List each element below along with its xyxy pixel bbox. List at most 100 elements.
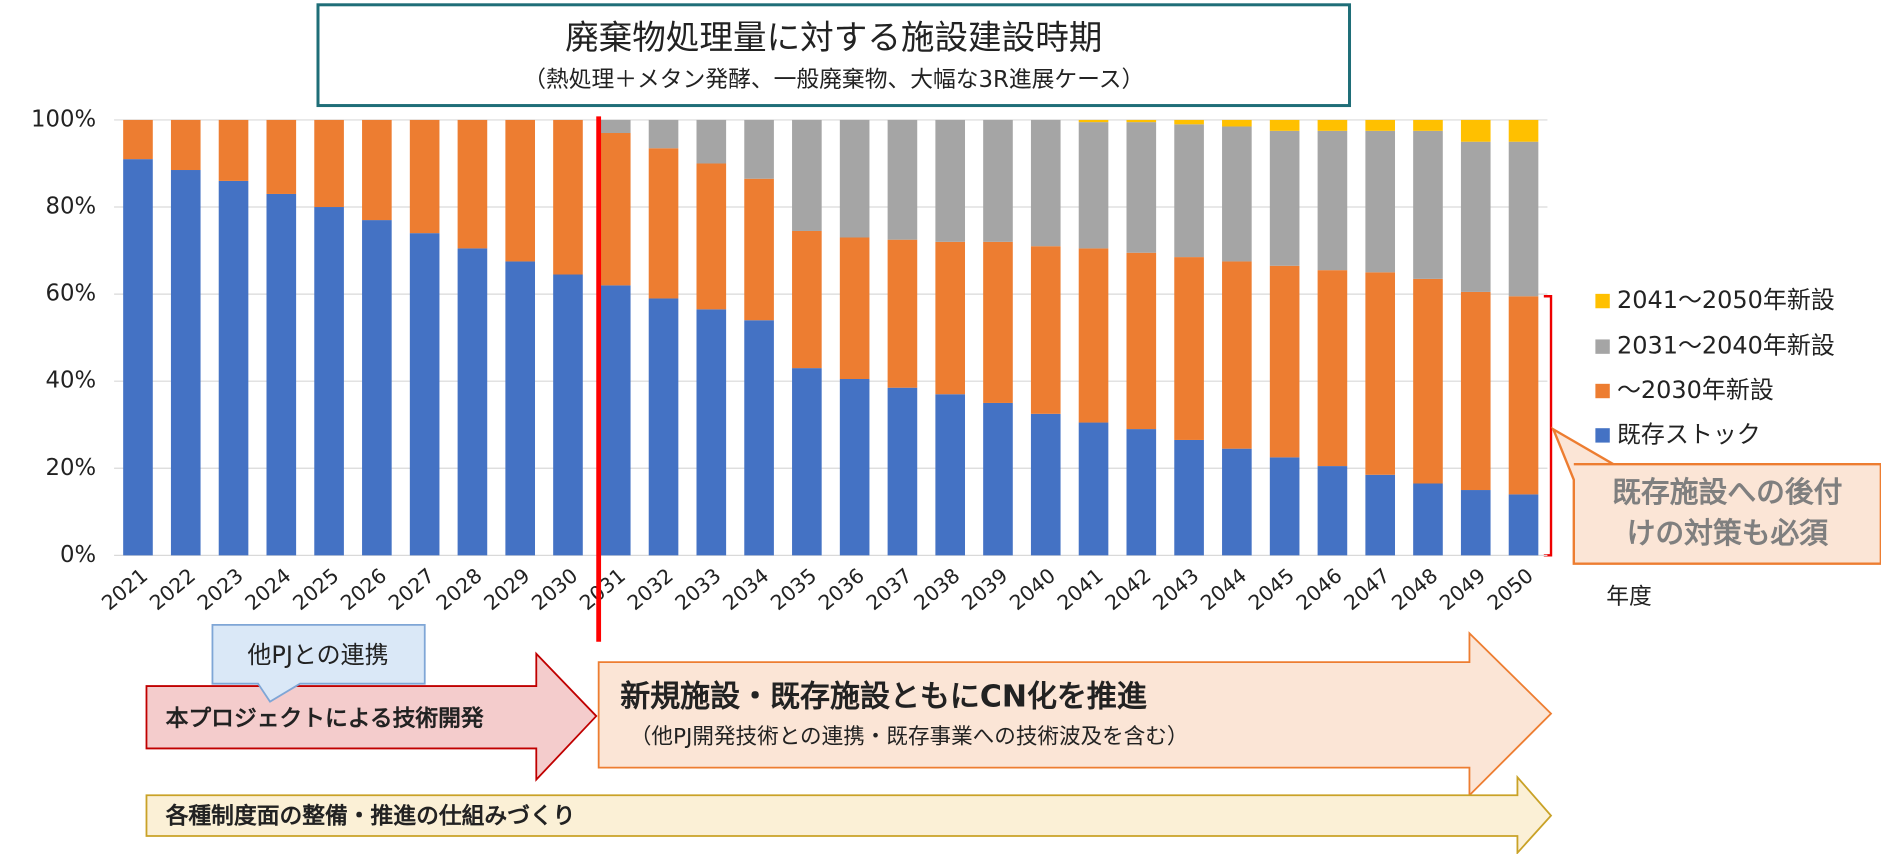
bar-segment <box>1078 248 1109 423</box>
x-tick-label: 2027 <box>384 563 439 615</box>
legend-swatch <box>1595 339 1610 354</box>
bar-segment <box>553 119 583 275</box>
bar-segment <box>744 320 774 556</box>
bar-segment <box>744 178 774 321</box>
bar-segment <box>1460 490 1491 556</box>
legend-label: 2041～2050年新設 <box>1617 286 1835 314</box>
bar-segment <box>696 163 727 310</box>
bar-segment <box>218 180 249 556</box>
bar-segment <box>600 285 631 556</box>
x-tick-label: 2024 <box>240 563 295 615</box>
arrow-text: 本プロジェクトによる技術開発 <box>166 705 484 732</box>
bar-segment <box>1222 261 1252 449</box>
bar-segment <box>1078 119 1109 123</box>
bar-segment <box>1365 119 1396 131</box>
bar-segment <box>457 119 488 249</box>
bar-segment <box>1126 252 1157 430</box>
bar-segment <box>1413 483 1443 556</box>
bar-segment <box>1269 457 1300 556</box>
legend-label: 2031～2040年新設 <box>1617 332 1835 360</box>
bar-segment <box>887 119 918 240</box>
bar-segment <box>266 119 297 194</box>
bar-segment <box>1078 422 1109 556</box>
bar-segment <box>1460 291 1491 491</box>
x-tick-label: 2036 <box>814 563 869 615</box>
y-tick-label: 60% <box>45 281 96 307</box>
x-tick-label: 2040 <box>1005 563 1060 615</box>
x-tick-label: 2042 <box>1100 563 1155 615</box>
bar-segment <box>1365 474 1396 556</box>
bar-segment <box>1413 119 1443 131</box>
bar-segment <box>983 119 1013 242</box>
legend-swatch <box>1595 293 1610 309</box>
arrow-subtext: （他PJ開発技術との連携・既存事業への技術波及を含む） <box>630 725 1189 750</box>
x-tick-label: 2028 <box>432 563 487 615</box>
bar-segment <box>935 241 966 395</box>
x-tick-label: 2049 <box>1435 563 1490 615</box>
bar-segment <box>935 394 966 556</box>
bar-segment <box>648 148 679 299</box>
chart-title: 廃棄物処理量に対する施設建設時期 <box>565 18 1102 57</box>
arrow-text: 新規施設・既存施設ともにCN化を推進 <box>620 680 1147 715</box>
bar-segment <box>218 119 249 181</box>
bar-segment <box>839 119 870 238</box>
y-tick-label: 100% <box>31 106 96 132</box>
x-tick-label: 2047 <box>1339 563 1394 615</box>
bar-segment <box>505 119 536 262</box>
bar-segment <box>1030 246 1061 414</box>
title-box <box>316 3 1352 108</box>
bar-segment <box>792 119 822 231</box>
bar-segment <box>553 274 583 556</box>
bar-segment <box>1126 429 1157 556</box>
x-tick-label: 2026 <box>336 563 391 615</box>
bar-segment <box>1317 130 1348 271</box>
callout-text: 既存施設への後付 <box>1612 475 1842 509</box>
x-tick-label: 2043 <box>1148 563 1203 615</box>
bar-segment <box>1269 265 1300 458</box>
bar-segment <box>1508 494 1539 556</box>
bar-segment <box>983 402 1013 556</box>
bar-segment <box>1460 119 1491 142</box>
x-tick-label: 2041 <box>1053 563 1108 615</box>
bar-segment <box>1030 119 1061 247</box>
bar-segment <box>457 248 488 556</box>
bar-segment <box>1174 119 1204 125</box>
bar-segment <box>505 261 536 556</box>
bar-segment <box>170 119 201 171</box>
bar-segment <box>1078 122 1109 249</box>
bar-segment <box>1269 130 1300 266</box>
x-tick-label: 2029 <box>479 563 534 615</box>
bar-segment <box>1413 130 1443 279</box>
arrow-policy <box>145 774 1553 854</box>
x-tick-label: 2039 <box>957 563 1012 615</box>
bar-segment <box>1365 130 1396 273</box>
bar-segment <box>362 220 392 556</box>
bar-segment <box>1174 124 1204 258</box>
bar-segment <box>839 379 870 556</box>
bar-segment <box>887 239 918 388</box>
bar-segment <box>887 387 918 556</box>
x-tick-label: 2031 <box>575 563 630 615</box>
x-tick-label: 2034 <box>718 563 773 615</box>
legend-label: 既存ストック <box>1617 420 1761 448</box>
callout-text: けの対策も必須 <box>1627 516 1829 550</box>
bar-segment <box>1174 257 1204 440</box>
y-tick-label: 80% <box>45 194 96 220</box>
bar-segment <box>1030 413 1061 556</box>
arrow-text: 各種制度面の整備・推進の仕組みづくり <box>165 802 576 829</box>
bar-segment <box>1317 270 1348 467</box>
x-tick-label: 2046 <box>1292 563 1347 615</box>
bracket <box>1543 295 1553 557</box>
x-tick-label: 2037 <box>862 563 917 615</box>
x-axis-label: 年度 <box>1606 584 1652 610</box>
bar-segment <box>123 159 153 556</box>
bar-segment <box>696 309 727 556</box>
bar-segment <box>983 241 1013 403</box>
bar-segment <box>1460 141 1491 292</box>
bar-segment <box>1222 448 1252 556</box>
bar-segment <box>266 193 297 556</box>
bar-segment <box>1365 272 1396 475</box>
x-tick-label: 2045 <box>1244 563 1299 615</box>
x-tick-label: 2044 <box>1196 563 1251 615</box>
